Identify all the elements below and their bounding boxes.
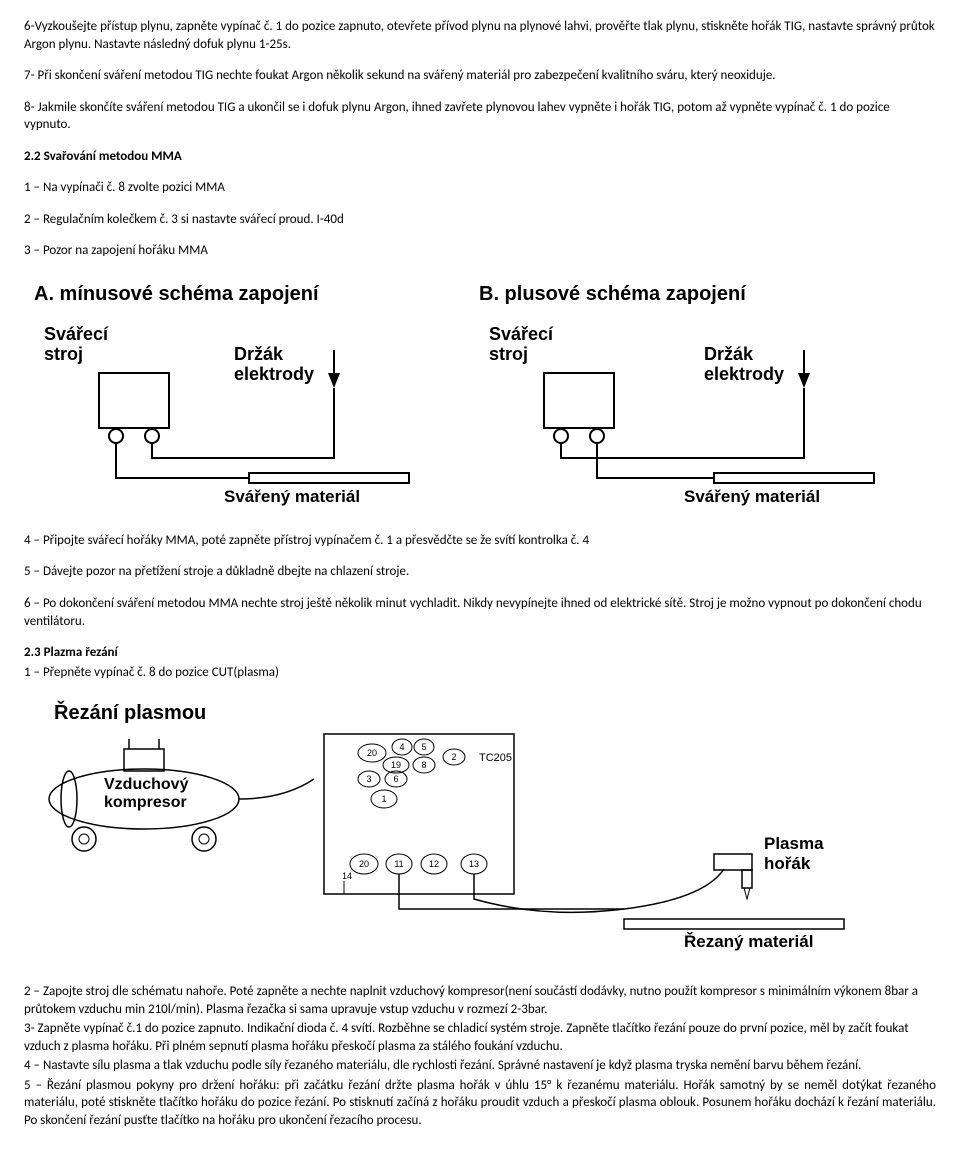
heading-2-3: 2.3 Plazma řezání: [24, 644, 936, 662]
mma-step-5: 5 – Dávejte pozor na přetížení stroje a …: [24, 563, 936, 581]
label-material-b: Svářený materiál: [684, 487, 820, 506]
label-holder-a: Držák: [234, 344, 284, 364]
paragraph-8: 8- Jakmile skončíte sváření metodou TIG …: [24, 99, 936, 134]
torch-body: [714, 854, 752, 870]
svg-text:4: 4: [399, 742, 404, 752]
mma-step-3: 3 – Pozor na zapojení hořáku MMA: [24, 242, 936, 260]
mma-step-2: 2 – Regulačním kolečkem č. 3 si nastavte…: [24, 211, 936, 229]
mma-schematic-svg: A. mínusové schéma zapojení B. plusové s…: [24, 278, 936, 508]
cut-step-1: 1 – Přepněte vypínač č. 8 do pozice CUT(…: [24, 664, 936, 682]
cut-step-3: 3- Zapněte vypínač č.1 do pozice zapnuto…: [24, 1020, 936, 1055]
svg-text:1: 1: [381, 794, 386, 804]
material-bar-a: [249, 473, 409, 483]
welder-box-a: [99, 373, 169, 428]
paragraph-7: 7- Při skončení sváření metodou TIG nech…: [24, 67, 936, 85]
label-torch: Plasma: [764, 834, 824, 853]
mma-step-1: 1 – Na vypínači č. 8 zvolte pozici MMA: [24, 179, 936, 197]
electrode-icon-a: [328, 373, 340, 388]
heading-2-2: 2.2 Svařování metodou MMA: [24, 148, 936, 166]
svg-text:20: 20: [367, 748, 377, 758]
svg-text:2: 2: [451, 752, 456, 762]
svg-text:elektrody: elektrody: [234, 364, 314, 384]
plasma-title: Řezání plasmou: [54, 700, 206, 724]
wiring-diagram-mma: A. mínusové schéma zapojení B. plusové s…: [24, 278, 936, 508]
svg-text:stroj: stroj: [489, 344, 528, 364]
diagram-title-b: B. plusové schéma zapojení: [479, 283, 747, 305]
svg-text:5: 5: [421, 742, 426, 752]
svg-text:13: 13: [469, 859, 479, 869]
svg-text:11: 11: [394, 859, 403, 869]
svg-text:kompresor: kompresor: [104, 794, 187, 811]
label-welder-b: Svářecí: [489, 324, 554, 344]
svg-text:14: 14: [342, 871, 352, 881]
svg-text:3: 3: [366, 774, 371, 784]
label-holder-b: Držák: [704, 344, 754, 364]
svg-text:20: 20: [359, 859, 369, 869]
label-cut-material: Řezaný materiál: [684, 932, 813, 951]
mma-step-4: 4 – Připojte svářecí hořáky MMA, poté za…: [24, 532, 936, 550]
svg-text:19: 19: [391, 760, 401, 770]
diagram-title-a: A. mínusové schéma zapojení: [34, 283, 320, 305]
cut-step-4: 4 – Nastavte sílu plasma a tlak vzduchu …: [24, 1057, 936, 1075]
cut-step-2: 2 – Zapojte stroj dle schématu nahoře. P…: [24, 983, 936, 1018]
svg-text:hořák: hořák: [764, 854, 811, 873]
svg-text:stroj: stroj: [44, 344, 83, 364]
electrode-icon-b: [798, 373, 810, 388]
panel-model: TC205: [479, 752, 512, 764]
cut-step-5: 5 – Řezání plasmou pokyny pro držení hoř…: [24, 1077, 936, 1130]
paragraph-6: 6-Vyzkoušejte přístup plynu, zapněte vyp…: [24, 18, 936, 53]
plasma-schematic-svg: Řezání plasmou Vzduchový kompresor 20 4 …: [24, 699, 936, 959]
svg-text:8: 8: [421, 760, 426, 770]
mma-step-6: 6 – Po dokončení sváření metodou MMA nec…: [24, 595, 936, 630]
material-bar-b: [714, 473, 874, 483]
cut-material-bar: [624, 919, 844, 929]
svg-text:12: 12: [429, 859, 439, 869]
svg-text:elektrody: elektrody: [704, 364, 784, 384]
svg-text:6: 6: [393, 774, 398, 784]
label-welder-a: Svářecí: [44, 324, 109, 344]
label-material-a: Svářený materiál: [224, 487, 360, 506]
plasma-diagram: Řezání plasmou Vzduchový kompresor 20 4 …: [24, 699, 936, 959]
label-compressor: Vzduchový: [104, 776, 189, 793]
welder-box-b: [544, 373, 614, 428]
